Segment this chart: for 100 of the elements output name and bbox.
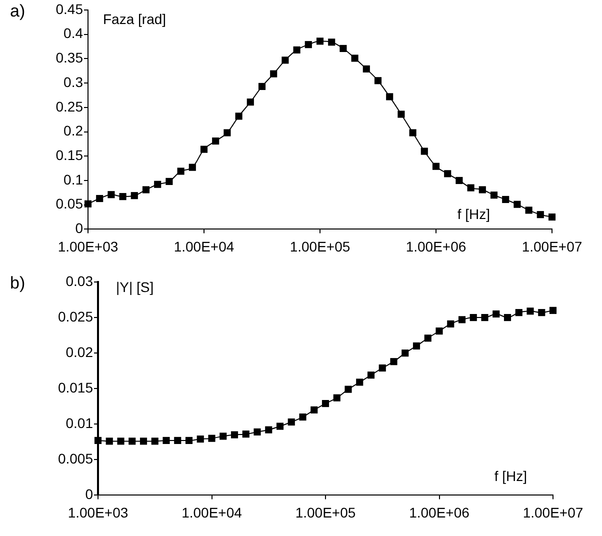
point bbox=[162, 436, 170, 444]
point bbox=[536, 211, 544, 218]
point bbox=[282, 56, 289, 64]
point bbox=[174, 436, 182, 444]
point bbox=[351, 54, 358, 62]
y-tick-label: 0.005 bbox=[58, 450, 94, 467]
x-tick-label: 1.00E+07 bbox=[522, 238, 582, 254]
point bbox=[328, 38, 336, 46]
point bbox=[456, 176, 463, 184]
point bbox=[492, 310, 500, 318]
point bbox=[94, 436, 102, 444]
point bbox=[525, 206, 532, 214]
point bbox=[478, 186, 486, 194]
point bbox=[390, 358, 398, 366]
point bbox=[258, 82, 266, 90]
point bbox=[254, 428, 261, 436]
y-axis-title: Faza [rad] bbox=[103, 10, 166, 27]
y-tick-label: 0.15 bbox=[56, 146, 84, 163]
point bbox=[514, 200, 521, 208]
point bbox=[340, 44, 347, 52]
text: a) bbox=[10, 2, 26, 21]
point bbox=[490, 192, 498, 199]
point bbox=[362, 65, 370, 72]
point bbox=[409, 129, 416, 136]
point bbox=[378, 364, 386, 372]
x-tick-label: 1.00E+03 bbox=[68, 504, 128, 520]
point bbox=[270, 70, 278, 78]
point bbox=[386, 93, 394, 100]
y-tick-label: 0.1 bbox=[64, 171, 84, 188]
point bbox=[526, 308, 534, 315]
y-axis-title: |Y| [S] bbox=[116, 278, 154, 295]
point bbox=[436, 328, 443, 335]
point bbox=[117, 438, 124, 445]
point bbox=[367, 372, 375, 379]
point bbox=[412, 342, 420, 350]
point bbox=[96, 194, 104, 202]
point bbox=[196, 436, 204, 443]
point bbox=[333, 394, 340, 402]
point bbox=[151, 438, 158, 445]
point bbox=[420, 148, 428, 155]
y-tick-label: 0.45 bbox=[56, 0, 84, 17]
point bbox=[106, 438, 113, 445]
x-tick-label: 1.00E+05 bbox=[290, 238, 350, 254]
point bbox=[481, 314, 488, 322]
y-tick-label: 0.3 bbox=[64, 74, 84, 90]
point bbox=[322, 400, 330, 408]
point bbox=[154, 180, 162, 188]
point bbox=[188, 164, 196, 171]
x-tick-label: 1.00E+07 bbox=[522, 504, 584, 520]
point bbox=[177, 168, 184, 175]
y-tick-label: 0 bbox=[75, 220, 84, 236]
point bbox=[502, 196, 510, 204]
point bbox=[220, 432, 227, 440]
point bbox=[185, 436, 193, 444]
point bbox=[538, 309, 546, 316]
point bbox=[470, 314, 477, 322]
point bbox=[467, 184, 474, 192]
point bbox=[224, 129, 231, 136]
point bbox=[424, 334, 432, 342]
point bbox=[515, 309, 522, 316]
point bbox=[548, 213, 556, 221]
x-axis-title: f [Hz] bbox=[494, 468, 527, 484]
point bbox=[128, 438, 136, 445]
point bbox=[200, 146, 208, 153]
point bbox=[265, 426, 272, 434]
point bbox=[316, 38, 324, 45]
point bbox=[356, 378, 364, 386]
point bbox=[398, 110, 405, 118]
y-tick-label: 0.01 bbox=[66, 414, 94, 431]
point bbox=[402, 350, 409, 357]
x-axis-title: f [Hz] bbox=[457, 206, 490, 222]
point bbox=[130, 192, 138, 200]
y-tick-label: 0 bbox=[85, 486, 94, 502]
point bbox=[293, 46, 300, 54]
point bbox=[549, 306, 557, 314]
point bbox=[374, 77, 382, 84]
y-tick-label: 0.03 bbox=[66, 272, 94, 289]
y-tick-label: 0.2 bbox=[64, 122, 84, 139]
y-tick-label: 0.02 bbox=[66, 344, 94, 360]
y-tick-label: 0.015 bbox=[58, 379, 94, 396]
x-tick-label: 1.00E+06 bbox=[406, 238, 466, 254]
point bbox=[458, 316, 466, 324]
point bbox=[299, 413, 306, 421]
x-tick-label: 1.00E+05 bbox=[295, 504, 356, 520]
y-tick-label: 0.35 bbox=[56, 50, 84, 66]
point bbox=[304, 41, 312, 48]
point bbox=[344, 386, 352, 393]
x-tick-label: 1.00E+03 bbox=[58, 238, 118, 254]
point bbox=[108, 191, 115, 198]
point bbox=[432, 162, 440, 170]
point bbox=[288, 418, 295, 426]
text: b) bbox=[10, 274, 26, 293]
x-tick-label: 1.00E+04 bbox=[182, 504, 242, 520]
point bbox=[140, 438, 148, 445]
point bbox=[230, 431, 238, 438]
point bbox=[447, 320, 454, 328]
x-tick-label: 1.00E+04 bbox=[174, 238, 234, 254]
y-tick-label: 0.025 bbox=[58, 308, 94, 324]
point bbox=[208, 434, 216, 442]
point bbox=[504, 314, 512, 322]
